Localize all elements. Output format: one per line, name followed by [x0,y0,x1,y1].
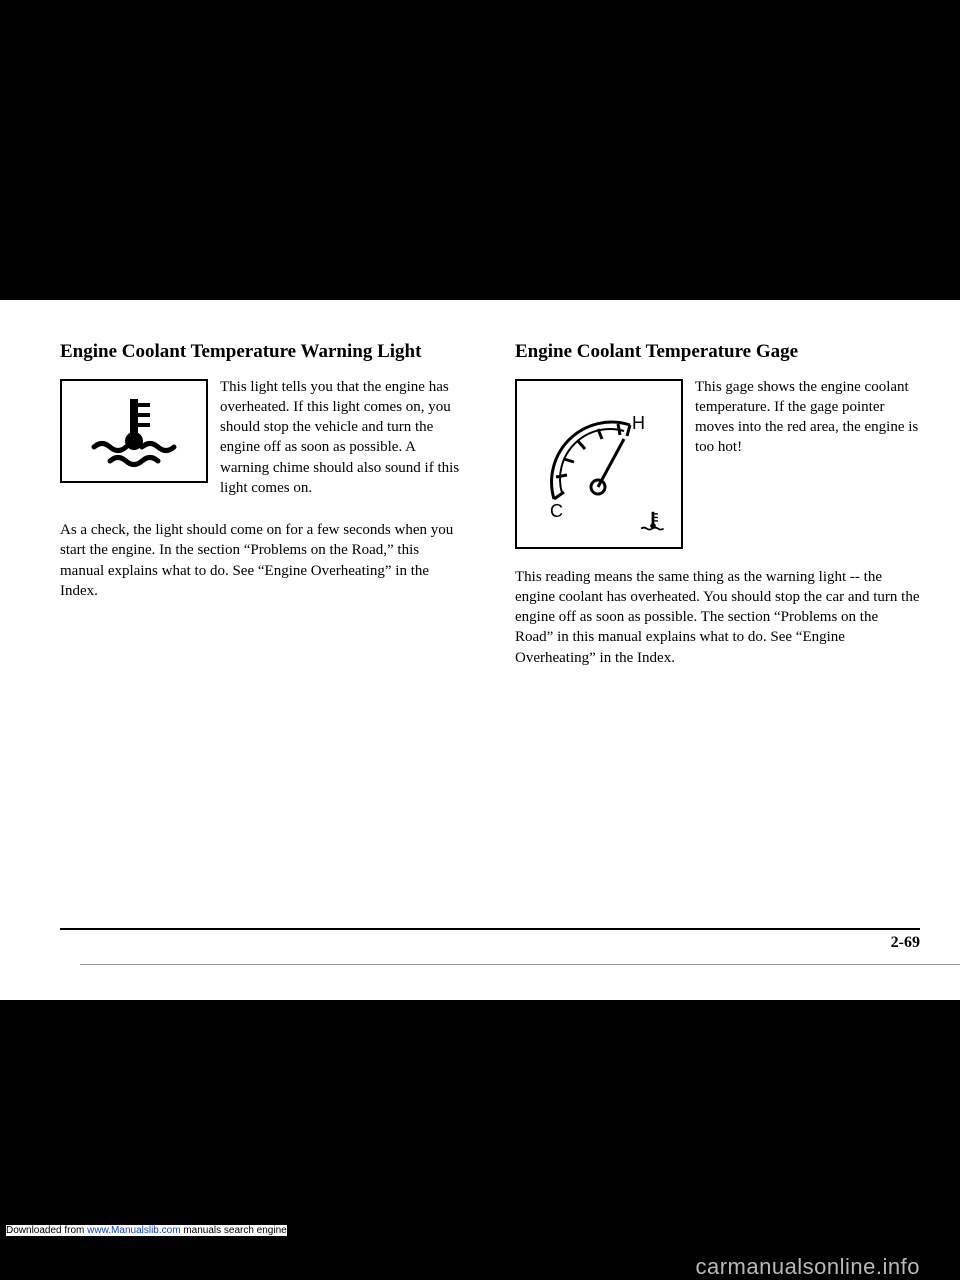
gage-block: C H This gage shows the engine [515,377,920,549]
download-source-footer: Downloaded from www.Manualslib.com manua… [6,1225,287,1236]
page-number: 2-69 [891,934,920,952]
download-prefix: Downloaded from [6,1225,87,1236]
page-rule [60,928,920,930]
two-column-layout: Engine Coolant Temperature Warning Light [60,340,920,672]
download-suffix: manuals search engine [181,1225,287,1236]
coolant-temp-gage-icon: C H [515,379,683,549]
download-link[interactable]: www.Manualslib.com [87,1225,180,1236]
manual-page: Engine Coolant Temperature Warning Light [0,300,960,1000]
coolant-temp-warning-icon [60,379,208,483]
warning-light-after-text: As a check, the light should come on for… [60,520,465,601]
warning-light-block: This light tells you that the engine has… [60,377,465,503]
gage-label-cold: C [550,501,563,521]
watermark-text: carmanualsonline.info [695,1254,920,1280]
gage-label-hot: H [632,413,645,433]
section-heading-gage: Engine Coolant Temperature Gage [515,340,920,365]
gage-after-text: This reading means the same thing as the… [515,567,920,668]
right-column: Engine Coolant Temperature Gage [515,340,920,672]
left-column: Engine Coolant Temperature Warning Light [60,340,465,672]
section-heading-warning-light: Engine Coolant Temperature Warning Light [60,340,465,365]
page-thin-rule [80,964,960,965]
